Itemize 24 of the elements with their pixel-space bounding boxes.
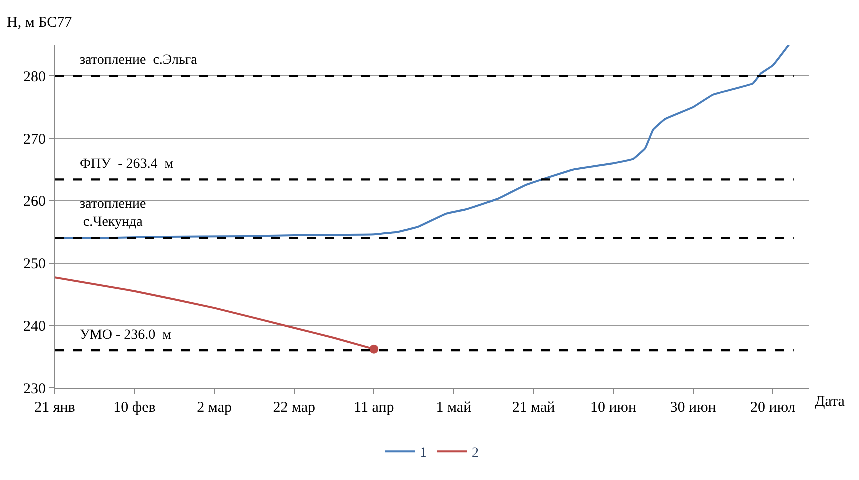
legend-label: 2 [472, 446, 479, 462]
x-tick-label: 1 май [436, 400, 472, 416]
ref-line-label: затопление с.Эльга [80, 53, 198, 68]
y-axis-title: Н, м БС77 [7, 15, 73, 31]
y-tick-label: 230 [24, 381, 46, 398]
legend-label: 1 [420, 446, 427, 462]
x-tick-label: 21 янв [34, 400, 76, 416]
y-tick-label: 280 [24, 69, 46, 86]
x-tick-label: 30 июн [670, 400, 716, 416]
y-tick-label: 270 [24, 132, 46, 148]
ref-line-label: ФПУ - 263.4 м [80, 157, 174, 172]
y-tick-label: 240 [24, 318, 46, 335]
ref-line-label: УМО - 236.0 м [80, 328, 172, 343]
x-tick-label: 10 июн [590, 400, 637, 416]
x-tick-label: 21 май [512, 400, 556, 416]
y-tick-label: 260 [24, 194, 46, 210]
x-tick-label: 11 апр [354, 400, 394, 416]
x-axis-title: Дата [815, 394, 846, 410]
x-tick-label: 20 июл [750, 400, 796, 416]
y-tick-label: 250 [24, 256, 46, 273]
x-tick-label: 2 мар [197, 400, 232, 416]
x-tick-label: 22 мар [273, 400, 316, 416]
ref-line-label: затопление с.Чекунда [80, 197, 146, 230]
x-tick-label: 10 фев [114, 400, 156, 416]
